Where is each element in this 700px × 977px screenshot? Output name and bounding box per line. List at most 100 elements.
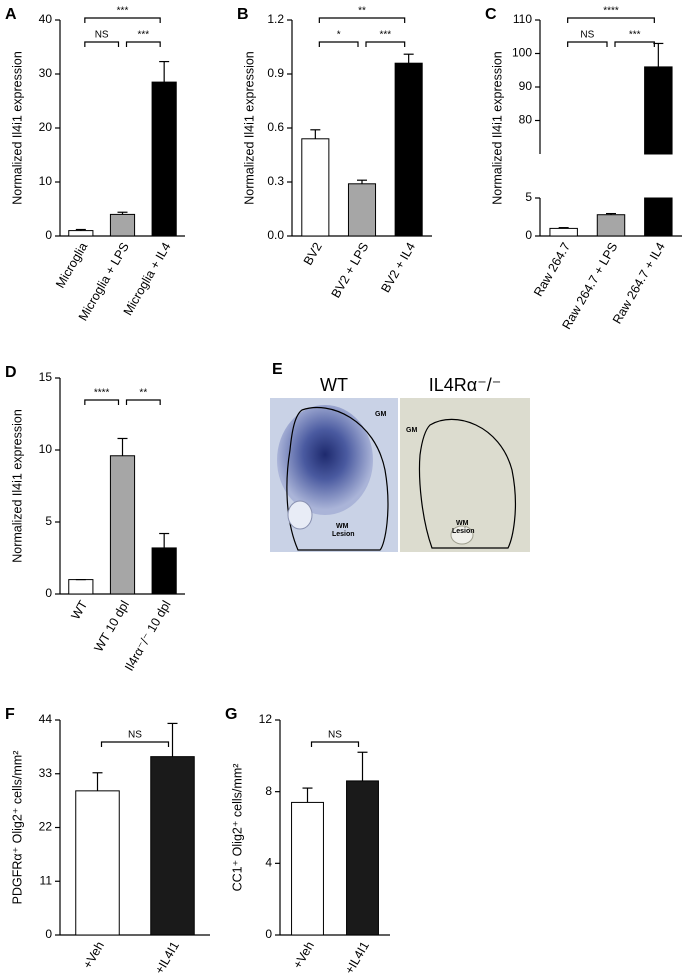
significance-bracket [318,17,406,23]
region-label: WM [336,523,349,530]
panel-letter: E [272,361,283,378]
significance-label: * [337,30,341,41]
bar [68,230,94,237]
y-tick-label: 10 [39,442,53,456]
region-label: GM [375,411,386,418]
significance-bracket [125,399,161,405]
bar [346,780,379,936]
y-tick-label: 11 [40,873,53,887]
y-tick-label: 0 [45,927,52,941]
bar [150,756,195,936]
region-label: WM [456,520,469,527]
image-label: IL4Rα⁻/⁻ [429,375,501,395]
vessel [287,500,313,530]
significance-bracket [310,741,360,747]
significance-bracket [365,41,406,47]
bar [151,81,177,237]
significance-label: NS [128,730,142,741]
y-tick-label: 0.0 [267,228,284,242]
region-label: Lesion [332,531,355,538]
region-label: Lesion [452,528,475,535]
bar [68,579,94,595]
significance-bracket [567,17,655,23]
y-tick-label: 33 [39,766,53,780]
y-tick-label: 22 [39,820,53,834]
y-tick-label: 44 [39,712,53,726]
bar [301,138,330,237]
significance-bracket [100,741,170,747]
y-tick-label: 110 [513,12,532,26]
significance-label: ** [139,388,147,399]
significance-label: NS [328,730,342,741]
panel-letter: B [237,6,249,23]
y-axis-label: PDGFRα⁺ Olig2⁺ cells/mm² [10,751,24,905]
x-tick-label: Raw 264.7 + IL4 [610,240,668,326]
significance-bracket [125,41,161,47]
significance-label: **** [94,388,110,399]
y-tick-label: 90 [519,79,533,93]
x-tick-label: Il4rα⁻/⁻ 10 dpl [122,598,174,673]
bar [291,801,324,936]
significance-label: NS [580,30,594,41]
y-tick-label: 15 [39,370,53,384]
significance-bracket [84,399,120,405]
significance-bracket [567,41,608,47]
bar [549,227,578,237]
y-tick-label: 5 [525,190,532,204]
vessel [450,525,474,545]
panel-letter: A [5,6,17,23]
bar [596,214,626,237]
y-axis-label: Normalized Il4i1 expression [10,51,24,205]
significance-bracket [614,41,655,47]
panel-letter: C [485,6,497,23]
region-label: GM [406,427,417,434]
y-tick-label: 0.9 [267,66,284,80]
y-axis-label: Normalized Il4i1 expression [10,409,24,563]
x-tick-label: +IL4I1 [152,939,182,976]
image-panel: E WT IL4Rα⁻/⁻ GM WM Lesion GM WM Lesion [270,361,530,552]
stain-region [277,405,373,515]
bar [151,547,177,595]
significance-label: *** [379,30,391,41]
y-tick-label: 0 [45,586,52,600]
x-tick-label: WT [68,598,90,622]
significance-label: ** [358,6,366,17]
y-tick-label: 0.6 [267,120,284,134]
x-tick-label: WT 10 dpl [91,598,131,654]
y-tick-label: 40 [39,12,53,26]
significance-label: *** [117,6,129,17]
significance-label: *** [629,30,641,41]
significance-bracket [84,41,120,47]
significance-label: **** [603,6,619,17]
y-axis-label: Normalized Il4i1 expression [242,51,256,205]
y-axis-label: Normalized Il4i1 expression [490,51,504,205]
bar [644,66,673,155]
y-tick-label: 5 [45,514,52,528]
y-tick-label: 4 [265,856,272,870]
bar [109,455,136,595]
significance-bracket [84,17,161,23]
y-tick-label: 0 [525,228,532,242]
x-tick-label: +Veh [290,939,317,971]
bar [75,790,120,936]
lesion-outline [418,418,517,549]
y-tick-label: 100 [512,46,532,60]
x-tick-label: BV2 + LPS [329,240,372,300]
bar [644,197,673,237]
y-tick-label: 0 [265,927,272,941]
panel-letter: D [5,364,17,381]
significance-label: *** [137,30,149,41]
lesion-outline [286,406,389,551]
bar [109,213,136,237]
y-tick-label: 80 [519,113,533,127]
y-tick-label: 1.2 [267,12,284,26]
y-tick-label: 12 [259,712,273,726]
image-label: WT [320,375,348,395]
x-tick-label: +IL4I1 [342,939,372,976]
x-tick-label: BV2 + IL4 [378,240,418,295]
y-tick-label: 20 [39,120,53,134]
y-tick-label: 0 [45,228,52,242]
x-tick-label: Microglia [53,240,90,290]
x-tick-label: +Veh [80,939,107,971]
